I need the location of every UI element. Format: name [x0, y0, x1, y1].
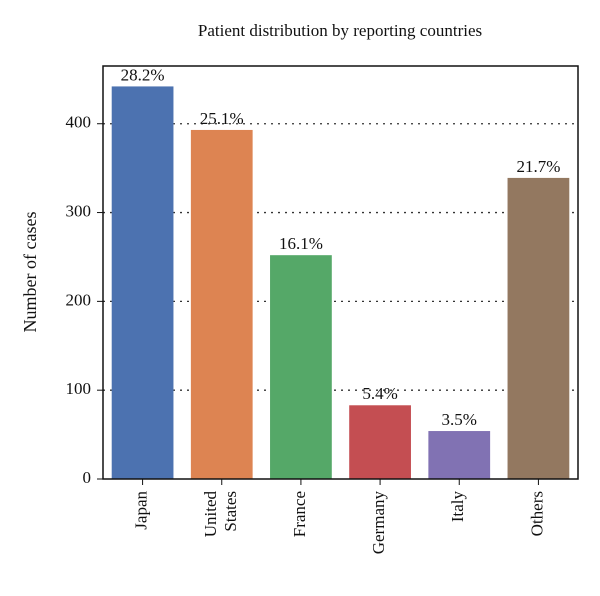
data-label: 3.5% — [442, 410, 477, 429]
data-label: 16.1% — [279, 234, 323, 253]
bar — [190, 129, 253, 480]
y-axis-label: Number of cases — [20, 212, 40, 333]
bar — [349, 405, 411, 479]
bar — [111, 86, 174, 480]
chart-title: Patient distribution by reporting countr… — [198, 21, 482, 40]
plot-frame — [102, 65, 579, 480]
x-tick-label: Italy — [448, 491, 467, 523]
bar — [428, 431, 491, 479]
y-tick-label: 200 — [66, 290, 92, 309]
bar — [507, 177, 570, 480]
bar — [270, 255, 332, 479]
x-tick-label: Germany — [369, 491, 388, 555]
x-tick-label: Others — [527, 491, 546, 536]
data-label: 21.7% — [516, 157, 560, 176]
data-label: 25.1% — [200, 109, 244, 128]
x-tick-label: UnitedStates — [201, 491, 240, 538]
data-label: 5.4% — [362, 384, 397, 403]
data-label: 28.2% — [121, 65, 165, 84]
x-tick-label: France — [290, 491, 309, 537]
x-tick-label: Japan — [131, 491, 150, 530]
y-tick-label: 400 — [66, 113, 92, 132]
y-tick-label: 100 — [66, 379, 92, 398]
y-tick-label: 0 — [83, 468, 92, 487]
y-tick-label: 300 — [66, 201, 92, 220]
